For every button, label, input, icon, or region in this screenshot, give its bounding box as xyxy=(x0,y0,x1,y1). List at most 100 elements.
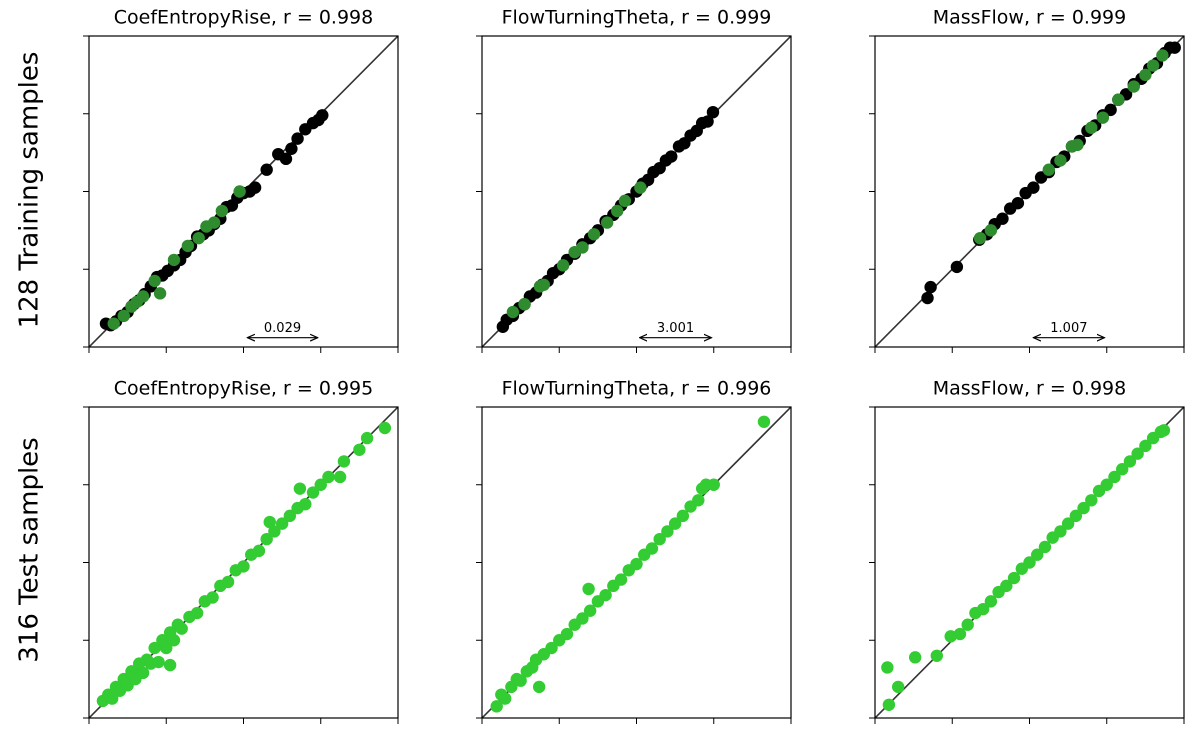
data-point xyxy=(498,692,512,705)
data-point xyxy=(353,443,366,456)
data-point xyxy=(1023,556,1036,569)
data-point xyxy=(587,228,601,241)
data-point xyxy=(1116,463,1129,476)
data-point xyxy=(676,509,690,523)
data-point xyxy=(314,478,327,491)
data-point xyxy=(1054,525,1067,538)
data-point xyxy=(545,641,558,655)
scale-bar-label: 1.007 xyxy=(1050,321,1087,336)
plot-area xyxy=(875,36,1184,347)
data-point xyxy=(645,542,659,555)
data-point xyxy=(237,560,250,573)
data-point xyxy=(233,185,246,198)
data-point xyxy=(984,595,998,608)
data-point xyxy=(107,317,120,330)
data-point xyxy=(908,651,922,664)
data-point xyxy=(136,666,150,680)
data-point xyxy=(583,604,597,617)
data-point xyxy=(260,163,273,176)
data-point xyxy=(599,588,612,602)
data-point xyxy=(1027,181,1040,194)
data-point xyxy=(105,692,119,705)
axes-frame xyxy=(481,406,792,719)
scale-bar-label: 3.001 xyxy=(657,321,694,336)
data-point xyxy=(1096,111,1110,124)
data-point xyxy=(582,582,595,596)
data-point xyxy=(333,470,347,484)
data-point xyxy=(924,280,937,294)
data-point xyxy=(600,216,614,229)
data-point xyxy=(930,649,943,662)
data-point xyxy=(634,181,647,194)
data-point xyxy=(976,602,990,616)
data-point xyxy=(576,612,589,625)
data-point xyxy=(961,618,974,631)
data-point xyxy=(1031,548,1044,561)
axes-frame xyxy=(88,35,399,348)
data-point xyxy=(953,627,967,641)
data-point xyxy=(1011,196,1025,210)
data-point xyxy=(221,575,235,589)
data-point xyxy=(136,290,150,303)
data-point xyxy=(891,680,905,694)
data-point xyxy=(192,231,205,245)
data-point xyxy=(268,525,281,538)
data-point xyxy=(1168,41,1181,54)
data-point xyxy=(378,421,392,435)
plot-area xyxy=(875,407,1184,718)
chart-title: FlowTurningTheta, r = 0.999 xyxy=(502,7,772,29)
data-point xyxy=(190,606,204,620)
chart-title: CoefEntropyRise, r = 0.998 xyxy=(114,7,373,29)
data-point xyxy=(291,132,304,145)
row-label: 128 Training samples xyxy=(15,52,45,329)
data-point xyxy=(1100,478,1113,491)
data-point xyxy=(630,557,643,571)
axes-frame xyxy=(874,406,1185,719)
data-point xyxy=(1131,447,1144,460)
data-point xyxy=(1127,80,1140,93)
data-point xyxy=(490,700,503,713)
data-point xyxy=(283,509,297,523)
data-point xyxy=(692,494,705,507)
data-point xyxy=(556,259,570,272)
data-point xyxy=(153,287,167,300)
data-point xyxy=(275,517,289,530)
row-label: 316 Test samples xyxy=(15,437,45,662)
data-point xyxy=(707,478,720,491)
data-point xyxy=(293,482,307,495)
data-point xyxy=(518,298,531,311)
data-point xyxy=(206,591,219,604)
chart-title: MassFlow, r = 0.998 xyxy=(933,378,1127,400)
axes-frame xyxy=(88,406,399,719)
chart-title: FlowTurningTheta, r = 0.996 xyxy=(502,378,772,400)
data-point xyxy=(148,274,161,288)
data-point xyxy=(668,517,682,530)
chart-title: MassFlow, r = 0.999 xyxy=(933,7,1127,29)
data-point xyxy=(360,431,374,445)
data-point xyxy=(117,309,130,323)
data-point xyxy=(1108,470,1121,484)
data-point xyxy=(665,150,678,163)
data-point xyxy=(653,532,666,546)
data-point xyxy=(260,532,273,546)
data-point xyxy=(706,105,720,119)
axes-frame xyxy=(874,35,1185,348)
data-point xyxy=(1038,540,1052,554)
data-point xyxy=(950,260,964,274)
data-point xyxy=(299,497,312,511)
plot-area xyxy=(89,407,398,718)
data-point xyxy=(1123,455,1137,468)
data-point xyxy=(1139,439,1152,453)
data-point xyxy=(514,674,527,687)
data-point xyxy=(1069,509,1083,523)
data-point xyxy=(537,278,550,291)
data-point xyxy=(306,486,320,499)
data-point xyxy=(207,216,221,229)
data-point xyxy=(1156,49,1169,62)
plot-area xyxy=(89,36,398,347)
data-point xyxy=(1077,501,1090,515)
data-point xyxy=(248,181,262,194)
data-point xyxy=(560,627,574,641)
data-point xyxy=(532,680,546,694)
data-point xyxy=(1042,163,1056,176)
